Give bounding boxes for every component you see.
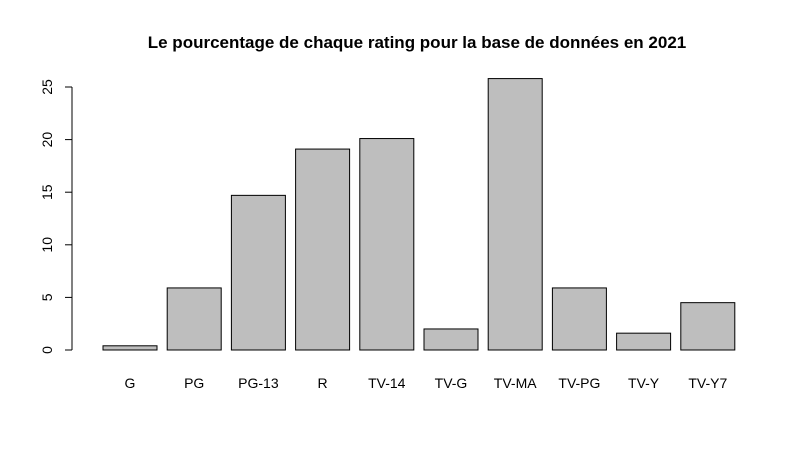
x-tick-label: TV-PG — [558, 375, 600, 391]
chart-title: Le pourcentage de chaque rating pour la … — [148, 33, 686, 52]
bars — [102, 78, 736, 351]
x-tick-label: TV-Y7 — [688, 375, 727, 391]
bar-r — [295, 148, 351, 351]
y-tick-label: 5 — [39, 293, 55, 301]
x-tick-label: R — [318, 375, 328, 391]
bar-pg — [166, 287, 222, 351]
bar-tv-14 — [359, 138, 415, 351]
x-tick-label: TV-Y — [628, 375, 660, 391]
bar-tv-g — [423, 328, 479, 351]
x-axis-labels: G PG PG-13 R TV-14 TV-G TV-MA TV-PG TV-Y TV-Y7 — [125, 375, 728, 391]
bar-tv-y7 — [680, 302, 736, 351]
x-tick-label: G — [125, 375, 136, 391]
x-tick-label: PG — [184, 375, 204, 391]
y-tick-label: 0 — [39, 346, 55, 354]
x-tick-label: TV-MA — [494, 375, 537, 391]
y-tick-label: 20 — [39, 132, 55, 148]
y-tick-label: 10 — [39, 237, 55, 253]
bar-tv-pg — [551, 287, 607, 351]
x-tick-label: TV-G — [435, 375, 468, 391]
bar-tv-ma — [487, 78, 543, 351]
bar-pg-13 — [230, 194, 286, 351]
bar-g — [102, 345, 158, 351]
y-axis: 0 5 10 15 20 25 — [39, 79, 73, 354]
bar-tv-y — [616, 332, 672, 351]
y-tick-label: 15 — [39, 184, 55, 200]
x-tick-label: PG-13 — [238, 375, 279, 391]
y-tick-label: 25 — [39, 79, 55, 95]
x-tick-label: TV-14 — [368, 375, 406, 391]
